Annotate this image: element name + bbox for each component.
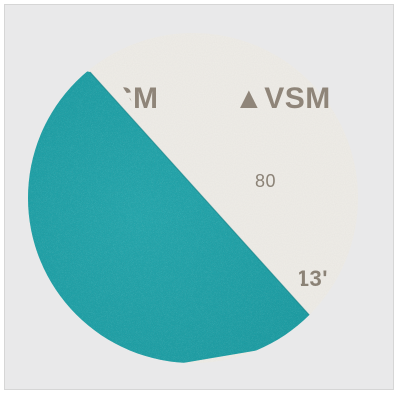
brand-print-right: ▲VSM [234, 82, 331, 115]
grit-number: 80 [255, 171, 277, 191]
cut-edge [89, 71, 331, 339]
product-code: 713' [284, 266, 328, 291]
